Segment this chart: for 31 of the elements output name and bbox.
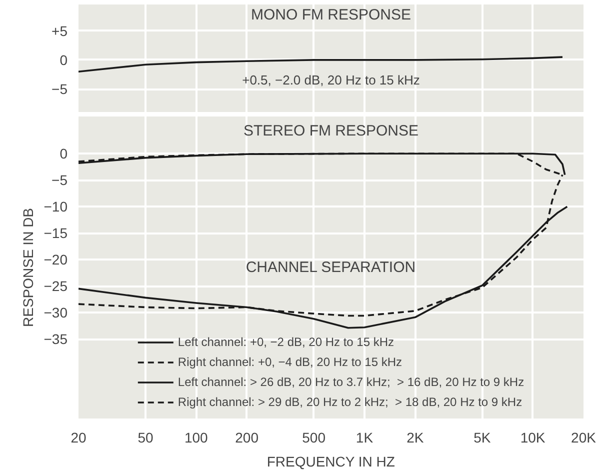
x-tick-label: 5K — [474, 430, 492, 446]
x-tick-label: 20 — [70, 430, 86, 446]
legend-label: Left channel: > 26 dB, 20 Hz to 3.7 kHz; > 16 dB, 20 Hz to 9 kHz — [178, 375, 524, 389]
y-tick-label: −35 — [44, 331, 68, 348]
y-tick-label: 0 — [60, 146, 68, 162]
chart-title: MONO FM RESPONSE — [250, 6, 412, 24]
y-tick-label: −15 — [44, 225, 68, 242]
y-tick-label: +5 — [52, 22, 68, 39]
y-tick-label: −5 — [52, 172, 68, 188]
x-tick-label: 2K — [406, 430, 424, 446]
x-tick-label: 200 — [235, 430, 259, 446]
y-tick-label: −10 — [44, 198, 68, 215]
y-tick-label: −25 — [44, 278, 68, 294]
legend-label: Right channel: > 29 dB, 20 Hz to 2 kHz; > 18 dB, 20 Hz to 9 kHz — [178, 395, 522, 409]
annotation: CHANNEL SEPARATION — [246, 259, 416, 276]
y-axis-title: RESPONSE IN DB — [20, 208, 36, 328]
legend-label: Left channel: +0, −2 dB, 20 Hz to 15 kHz — [178, 335, 394, 349]
x-axis-title: FREQUENCY IN HZ — [266, 454, 396, 470]
annotation: +0.5, −2.0 dB, 20 Hz to 15 kHz — [242, 72, 420, 88]
chart-title: STEREO FM RESPONSE — [243, 122, 419, 140]
y-tick-label: 0 — [60, 52, 68, 68]
y-tick-label: −30 — [44, 304, 68, 321]
legend-label: Right channel: +0, −4 dB, 20 Hz to 15 kHz — [178, 355, 402, 369]
x-tick-label: 20K — [571, 430, 597, 446]
y-tick-label: −5 — [52, 81, 68, 98]
x-tick-label: 50 — [138, 430, 154, 446]
x-tick-label: 500 — [302, 430, 326, 446]
y-tick-label: −20 — [44, 252, 68, 268]
x-tick-label: 100 — [184, 430, 208, 446]
x-tick-label: 10K — [520, 430, 546, 446]
x-tick-label: 1K — [356, 430, 374, 446]
